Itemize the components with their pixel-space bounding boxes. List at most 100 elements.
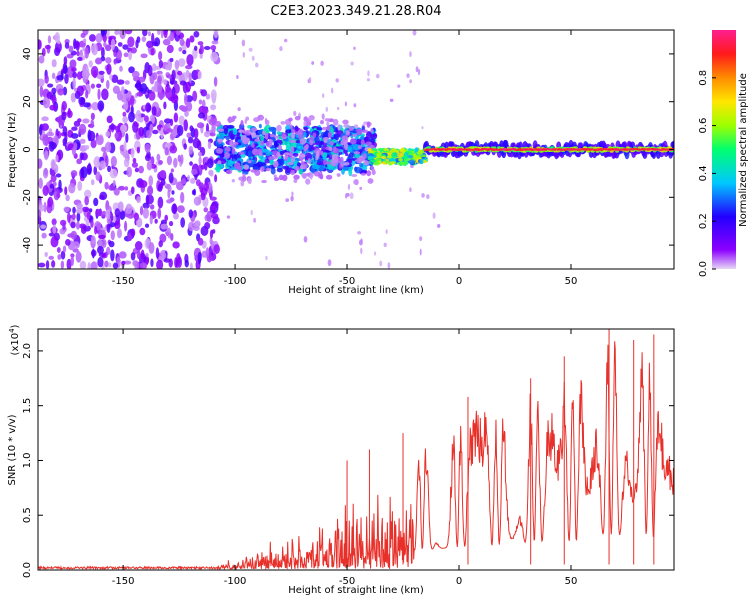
- spectrogram-y-ticks: -40 -20 0 20 40: [22, 48, 674, 253]
- spectrogram-cell: [109, 168, 118, 179]
- spectrogram-cell: [128, 66, 135, 74]
- spectrogram-cell: [164, 147, 169, 156]
- spectrogram-cell: [72, 248, 79, 253]
- spectrogram-cell: [149, 204, 155, 210]
- spectrogram-cell: [352, 133, 358, 137]
- spectrogram-cell: [293, 174, 300, 180]
- spectrogram-cell: [303, 145, 308, 152]
- spectrogram-cell: [283, 38, 288, 43]
- spectrogram-cell: [432, 212, 436, 219]
- spectrogram-cell: [95, 135, 104, 146]
- spectrogram-cell: [79, 260, 87, 269]
- spectrogram-cell: [128, 111, 135, 123]
- spectrogram-cell: [72, 241, 80, 249]
- spectrogram-cell: [186, 54, 194, 66]
- spectrogram-cell: [325, 106, 329, 112]
- spectrogram-cell: [414, 147, 419, 152]
- spectrogram-cell: [85, 219, 90, 227]
- spectrogram-cell: [41, 123, 49, 131]
- spectrogram-cell: [164, 214, 169, 222]
- spectrogram-cell: [99, 160, 107, 170]
- spectrogram-cell: [247, 177, 252, 185]
- spectrogram-cell: [67, 212, 71, 223]
- spectrogram-cell: [169, 145, 178, 154]
- spectrogram-cell: [147, 31, 151, 37]
- spectrogram-cell: [104, 44, 112, 52]
- spectrogram-cell: [412, 30, 417, 36]
- spectrogram-cell: [134, 241, 143, 251]
- spectrogram-cell: [167, 227, 172, 239]
- colorbar: 0.0 0.2 0.4 0.6 0.8 Normalized spectral ampl…: [698, 30, 749, 277]
- spectrogram-cell: [421, 154, 426, 158]
- spectrogram-cell: [383, 242, 387, 248]
- spectrogram-cell: [114, 221, 121, 230]
- spectrogram-cell: [140, 249, 145, 260]
- spectrogram-cell: [288, 151, 293, 159]
- spectrogram-cell: [225, 169, 233, 175]
- spectrogram-cell: [369, 138, 376, 144]
- spectrogram-cell: [270, 167, 276, 175]
- spectrogram-cell: [213, 76, 218, 87]
- spectrogram-cell: [365, 141, 372, 146]
- spectrogram-cell: [169, 57, 174, 63]
- spectrogram-cell: [121, 260, 126, 265]
- spectrogram-cell: [412, 154, 418, 160]
- spectrogram-cell: [241, 135, 247, 143]
- spectrogram-cell: [101, 238, 107, 248]
- spectrogram-cell: [325, 174, 333, 180]
- spectrogram-cell: [355, 138, 363, 145]
- spectrogram-cell: [360, 247, 363, 255]
- spectrogram-cell: [268, 126, 276, 133]
- spectrogram-panel: -150 -100 -50 0 50 -40 -20 0 20 40 Height of str…: [7, 29, 675, 296]
- spectrogram-cell: [216, 138, 224, 142]
- spectrogram-cell: [268, 139, 274, 144]
- spectrogram-cell: [295, 131, 302, 136]
- spectrogram-cell: [223, 128, 228, 135]
- spectrogram-cell: [290, 195, 294, 202]
- spectrogram-cell: [77, 181, 83, 192]
- spectrogram-cell: [109, 74, 113, 80]
- spectrogram-cell: [145, 253, 149, 258]
- spectrogram-cell: [299, 153, 306, 158]
- spectrogram-cell: [316, 127, 323, 131]
- spectrogram-cell: [173, 212, 179, 220]
- spectrogram-x-ticks: -150 -100 -50 0 50: [112, 30, 577, 287]
- spectrogram-cell: [216, 148, 224, 154]
- spectrogram-cell: [72, 71, 78, 79]
- spectrogram-cell: [193, 196, 202, 206]
- spectrogram-cell: [232, 128, 238, 135]
- spectrogram-cell: [329, 141, 334, 146]
- snr-y-ticks: 0.0 0.5 1.0 1.5 2.0: [22, 343, 674, 578]
- spectrogram-cell: [157, 208, 162, 219]
- colorbar-tick-label: 0.6: [698, 118, 709, 134]
- spectrogram-cell: [303, 120, 307, 127]
- spectrogram-cell: [86, 211, 91, 220]
- spectrogram-cell: [60, 250, 66, 260]
- spectrogram-cell: [288, 117, 293, 122]
- spectrogram-cell: [260, 135, 265, 143]
- spectrogram-cell: [107, 165, 112, 173]
- spectrogram-cell: [214, 174, 218, 183]
- spectrogram-cell: [377, 147, 385, 152]
- spectrogram-cell: [96, 245, 104, 255]
- spectrogram-cell: [301, 172, 307, 179]
- spectrogram-cell: [145, 129, 152, 139]
- spectrogram-cell: [426, 194, 430, 200]
- spectrogram-cell: [366, 78, 371, 82]
- spectrogram-cell: [90, 66, 99, 78]
- spectrogram-cell: [70, 230, 77, 240]
- spectrogram-cell: [38, 209, 42, 219]
- spectrogram-cell: [282, 165, 290, 170]
- spectrogram-cell: [409, 51, 412, 58]
- spectrogram-cell: [42, 134, 49, 146]
- spectrogram-cell: [188, 209, 193, 218]
- spectrogram-cell: [335, 78, 339, 83]
- spectrogram-cell: [188, 72, 192, 85]
- spectrogram-cell: [38, 177, 43, 189]
- spectrogram-cell: [112, 179, 116, 187]
- y-tick-label: -20: [22, 189, 33, 205]
- spectrogram-cell: [269, 133, 276, 138]
- spectrogram-cell: [38, 55, 45, 64]
- spectrogram-cell: [174, 59, 180, 70]
- snr-x-label: Height of straight line (km): [288, 585, 424, 596]
